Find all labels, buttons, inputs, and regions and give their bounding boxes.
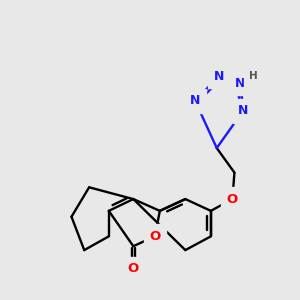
- Text: O: O: [227, 193, 238, 206]
- Text: O: O: [149, 230, 161, 243]
- Text: N: N: [214, 70, 224, 83]
- Text: N: N: [238, 104, 248, 117]
- Text: O: O: [128, 262, 139, 275]
- Text: N: N: [235, 77, 245, 90]
- Text: N: N: [190, 94, 200, 107]
- Text: H: H: [249, 71, 258, 81]
